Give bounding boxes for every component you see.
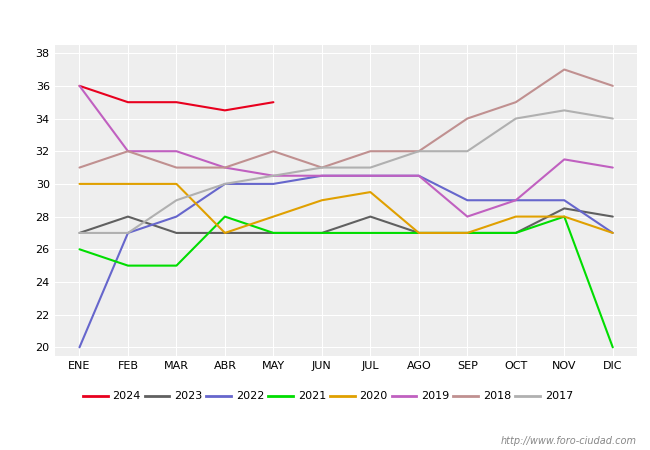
Text: 2024: 2024 bbox=[112, 391, 141, 401]
Text: 2021: 2021 bbox=[298, 391, 326, 401]
Text: 2020: 2020 bbox=[359, 391, 388, 401]
Text: 2019: 2019 bbox=[421, 391, 450, 401]
Text: 2018: 2018 bbox=[483, 391, 512, 401]
Text: http://www.foro-ciudad.com: http://www.foro-ciudad.com bbox=[501, 436, 637, 446]
Text: 2017: 2017 bbox=[545, 391, 573, 401]
Text: 2023: 2023 bbox=[174, 391, 203, 401]
Text: Afiliados en Tornos a 31/5/2024: Afiliados en Tornos a 31/5/2024 bbox=[195, 11, 455, 29]
Text: 2022: 2022 bbox=[236, 391, 265, 401]
